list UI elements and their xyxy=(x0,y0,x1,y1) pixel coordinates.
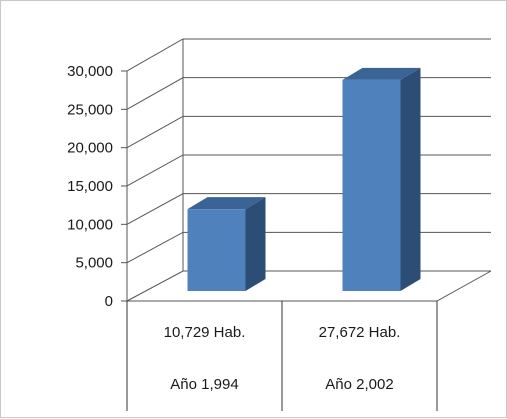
category-table: 10,729 Hab. Año 1,994 27,672 Hab. Año 2,002 xyxy=(126,301,438,411)
bar-front-face xyxy=(187,209,246,291)
y-axis-ticks: 0 5,000 10,000 15,000 20,000 25,000 30,000 xyxy=(67,63,113,310)
bar-front-face xyxy=(342,79,401,292)
bar-1 xyxy=(187,197,266,291)
bar-side-face xyxy=(245,197,266,291)
gridline xyxy=(126,231,491,264)
bar-top-face xyxy=(187,197,266,210)
category-label: Año 1,994 xyxy=(170,376,238,393)
bar-top-face xyxy=(342,67,421,80)
y-tick-label: 30,000 xyxy=(67,63,113,80)
y-tick-label: 25,000 xyxy=(67,101,113,118)
gridline xyxy=(126,154,491,187)
gridline xyxy=(126,77,491,110)
y-tick-label: 0 xyxy=(105,293,113,310)
value-label: 27,672 Hab. xyxy=(319,324,401,341)
gridline xyxy=(126,115,491,149)
value-label: 10,729 Hab. xyxy=(164,324,246,341)
gridline xyxy=(126,270,491,302)
gridline xyxy=(126,193,491,225)
y-tick-label: 10,000 xyxy=(67,216,113,233)
grid-layer xyxy=(121,38,492,302)
y-tick-label: 15,000 xyxy=(67,178,113,195)
floor-edge xyxy=(127,270,492,302)
y-tick-label: 20,000 xyxy=(67,140,113,157)
y-tick-label: 5,000 xyxy=(75,255,113,272)
gridline xyxy=(126,38,491,72)
bars-layer xyxy=(187,67,421,292)
bar-side-face xyxy=(400,67,421,292)
category-label: Año 2,002 xyxy=(325,376,393,393)
bar-2 xyxy=(342,67,421,292)
